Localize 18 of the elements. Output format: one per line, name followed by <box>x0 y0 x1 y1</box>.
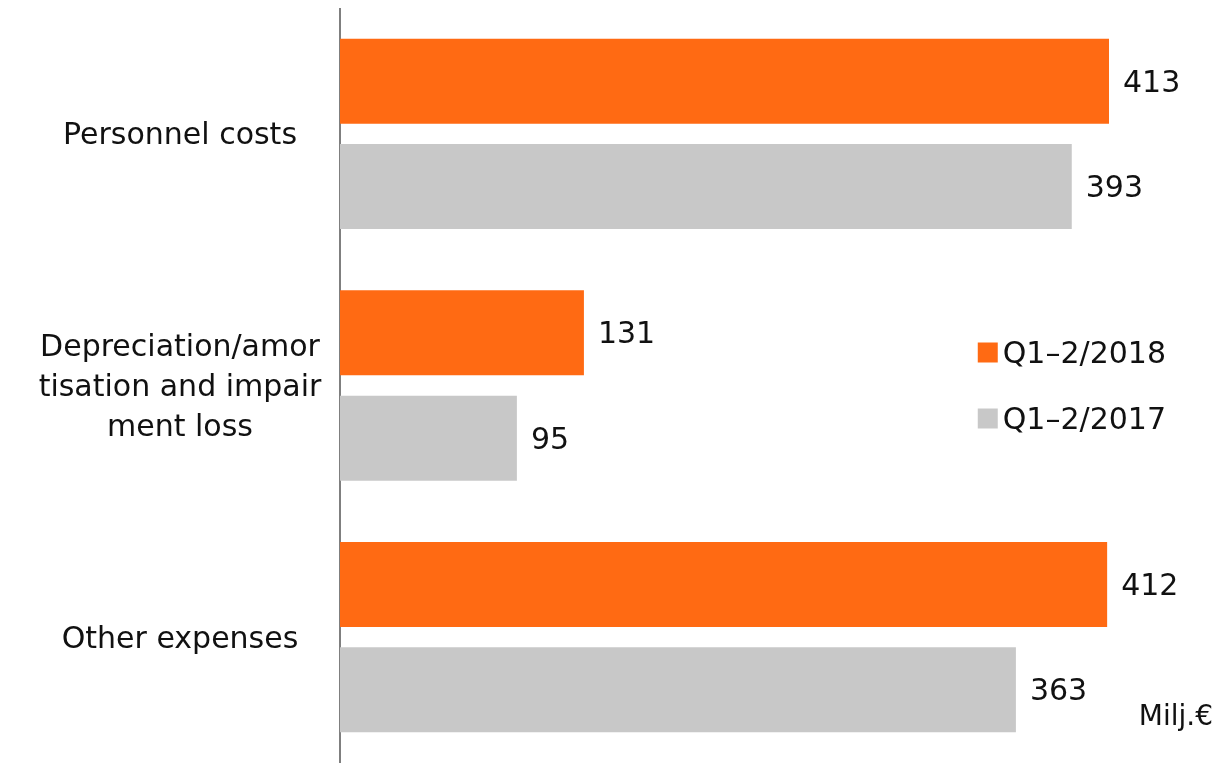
bar <box>340 38 1109 124</box>
y-tick-label: Personnel costs <box>62 116 298 152</box>
data-label: 131 <box>597 315 656 351</box>
bar <box>340 144 1072 230</box>
data-label: 95 <box>530 420 570 456</box>
bar <box>340 541 1108 627</box>
bar <box>340 290 584 376</box>
y-tick-label: Depreciation/amortisation and impairment loss <box>38 328 323 443</box>
data-label: 412 <box>1121 566 1179 602</box>
data-label: 413 <box>1123 63 1181 99</box>
legend-label: Q1–2/2018 <box>1002 335 1167 370</box>
bar <box>340 395 517 481</box>
legend-label: Q1–2/2017 <box>1002 401 1167 436</box>
bar <box>340 647 1016 733</box>
data-label: 393 <box>1085 169 1144 205</box>
data-label: 363 <box>1029 672 1088 708</box>
text: Milj.€ <box>1138 698 1214 732</box>
y-tick-label: Other expenses <box>61 619 299 655</box>
